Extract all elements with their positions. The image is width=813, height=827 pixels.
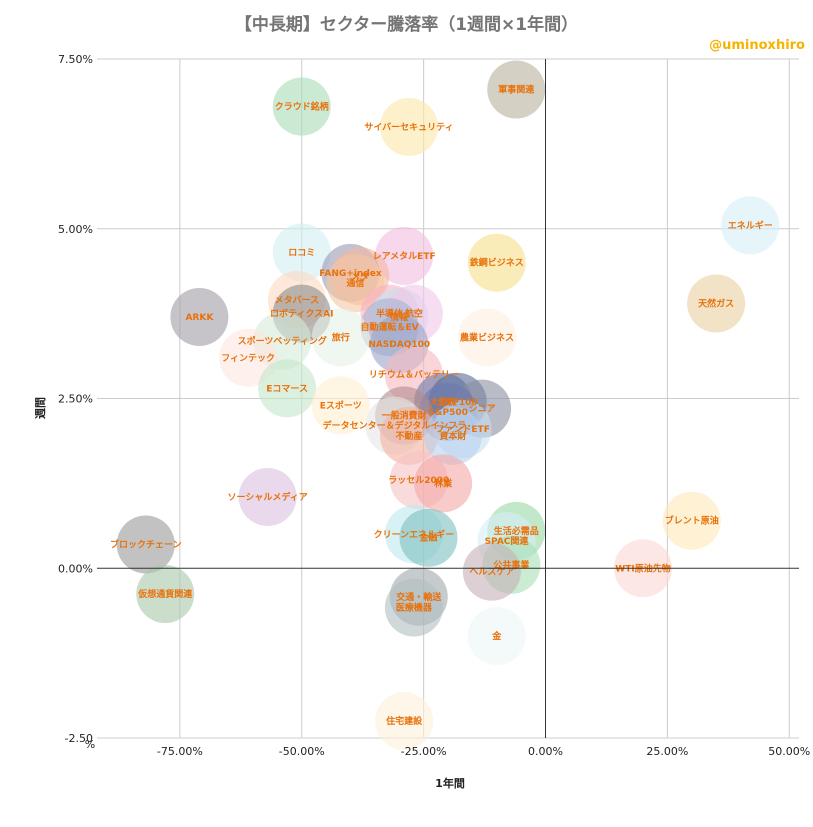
bubble-label: 航空 [405,308,423,320]
y-tick-label: 2.50% [58,393,93,406]
bubble [311,308,370,367]
y-tick-unit: % [85,738,95,751]
y-tick-label: -2.50 [65,732,93,745]
bubble-label: ファンドETF [435,424,489,435]
axes: -75.00% -50.00% -25.00% 0.00% 25.00% 50.00% 7.… [58,53,810,758]
bubble [380,406,438,465]
bubble-label: 自動運転＆EV [360,321,418,333]
bubble [375,692,434,751]
bubble-label: 半導体 [376,308,404,320]
bubble-label: メタ [351,270,369,282]
bubble-label: 大型株 [430,396,458,408]
y-axis-title: 週間 [33,397,47,419]
bubble [219,328,278,387]
bubble [272,77,331,136]
bubble [380,97,438,156]
bubble [238,467,297,526]
x-tick-label: 0.00% [528,745,563,758]
bubble-label: 金 [491,630,502,642]
bubble-label: 天然ガス [698,297,734,309]
bubble-label: ブロックチェーン [110,538,182,550]
bubble [136,565,195,624]
bubble-label: 一般消費財 [382,409,427,421]
bubble-label: メタバース [275,294,320,306]
bubble [467,607,526,666]
bubble-label: SPAC関連 [485,535,530,547]
bubble-label: レアメタルETF [373,250,436,262]
bubble-label: 生活必需品 [494,525,539,537]
bubble [375,226,434,285]
bubble [467,233,526,292]
bubble-label: データセンター＆デジタルインフラ [323,420,467,432]
bubble-label: スポーツベッティング [238,335,327,347]
bubble-label: 金融 [418,532,437,544]
bubble-label: 鉄鋼ビジネス [470,257,524,269]
bubble [384,578,443,637]
bubble-label: フィンテック [221,353,275,364]
bubble-label: S&P100 [438,398,478,408]
bubble-label: 林業 [434,477,453,489]
bubble [414,454,473,513]
chart-title: 【中長期】セクター騰落率（1週間×1年間） [234,15,579,35]
bubbles [116,60,780,751]
bubble [462,542,521,601]
bubble [399,508,458,567]
bubble-label: ブレント原油 [665,515,719,527]
bubble [272,223,331,282]
bubble-label: エネルギー [728,219,773,231]
bubble-label: 情報 [389,311,409,323]
bubble-label: 農業ビジネス [460,331,514,343]
bubble [687,274,746,333]
bubble-label: 仮想通貨関連 [137,588,193,600]
bubble-label: ラッセル2000 [388,475,449,486]
bubble-label: 不動産 [395,430,422,442]
bubble [458,308,516,367]
x-tick-label: -50.00% [279,745,325,758]
bubble-label: 資本財 [439,430,466,442]
bubble [116,515,175,574]
author-credit: @uminoxhiro [709,38,805,53]
bubble-label: 旅行 [332,331,350,343]
y-tick-label: 5.00% [58,223,93,236]
bubble [721,196,780,255]
bubble [311,376,370,435]
y-tick-label: 7.50% [58,53,93,66]
y-tick-label: 0.00% [58,562,93,575]
bubble [258,359,317,418]
bubble-label: 医療機器 [396,602,433,614]
bubble-label: ソーシャルメディア [228,491,308,503]
bubble-label: ヘルスケア [469,567,514,578]
x-tick-label: -75.00% [157,745,203,758]
x-tick-label: 25.00% [646,745,688,758]
bubble-label: 軍事関連 [498,84,535,96]
x-axis-title: 1年間 [435,776,465,790]
bubble [487,60,546,119]
bubble-label: 通信 [346,277,364,289]
bubble-label: リチウム＆バッテリー [369,370,459,381]
bubble-label: ARKK [185,313,214,323]
bubble [170,288,229,347]
bubble-label: クラウド銘柄 [275,101,329,113]
bubble [662,491,721,550]
bubble-label: Eコマース [266,383,308,394]
bubble-label: FANG+index [319,269,382,279]
bubble-label: S&P500 [428,408,468,418]
bubble-label: NASDAQ100 [368,340,430,350]
bubble-label: シニア [469,404,496,415]
bubble-label: ロボティクスAI [270,308,334,320]
x-tick-label: 50.00% [768,745,810,758]
bubble [423,406,482,465]
bubble-label: ロコミ [288,248,315,259]
bubble-label: サイバーセキュリティ [364,122,453,133]
bubble-label: Eスポーツ [320,399,362,411]
x-tick-label: -25.00% [401,745,447,758]
bubble-label: 住宅建設 [386,715,423,727]
bubble-label: 交通・輸送 [396,591,442,603]
bubble-label: クリーンエネルギー [374,528,455,540]
